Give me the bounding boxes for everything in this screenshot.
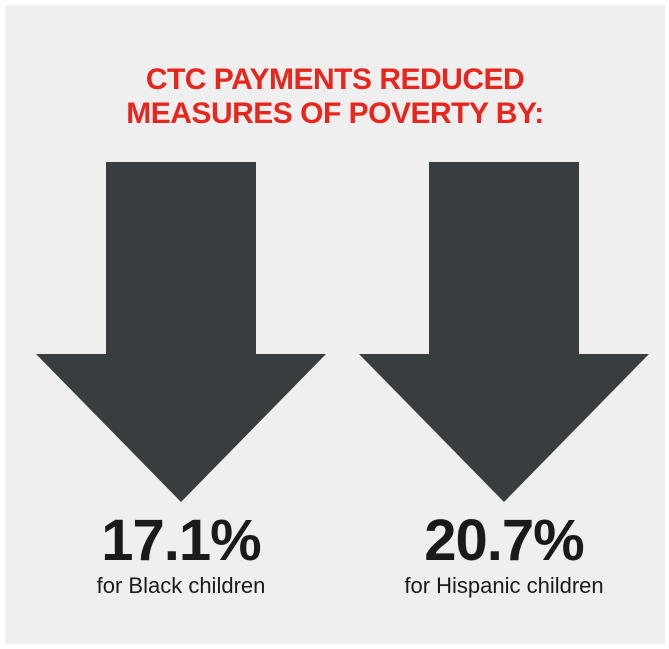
- stat-value: 20.7%: [424, 508, 584, 573]
- down-arrow-left-shape: [36, 162, 326, 502]
- down-arrow-icon: [36, 162, 326, 502]
- down-arrow-right-shape: [359, 162, 649, 502]
- headline: CTC PAYMENTS REDUCED MEASURES OF POVERTY…: [5, 63, 665, 131]
- down-arrow-icon: [359, 162, 649, 502]
- headline-line-2: MEASURES OF POVERTY BY:: [126, 97, 544, 130]
- stat-label: for Hispanic children: [404, 573, 604, 598]
- stat-value: 17.1%: [101, 508, 261, 573]
- headline-line-1: CTC PAYMENTS REDUCED: [145, 63, 525, 96]
- stat-black-children: 17.1% for Black children: [31, 510, 331, 600]
- stat-hispanic-children: 20.7% for Hispanic children: [354, 510, 654, 600]
- infographic-card: CTC PAYMENTS REDUCED MEASURES OF POVERTY…: [5, 5, 665, 644]
- stat-label: for Black children: [96, 573, 266, 598]
